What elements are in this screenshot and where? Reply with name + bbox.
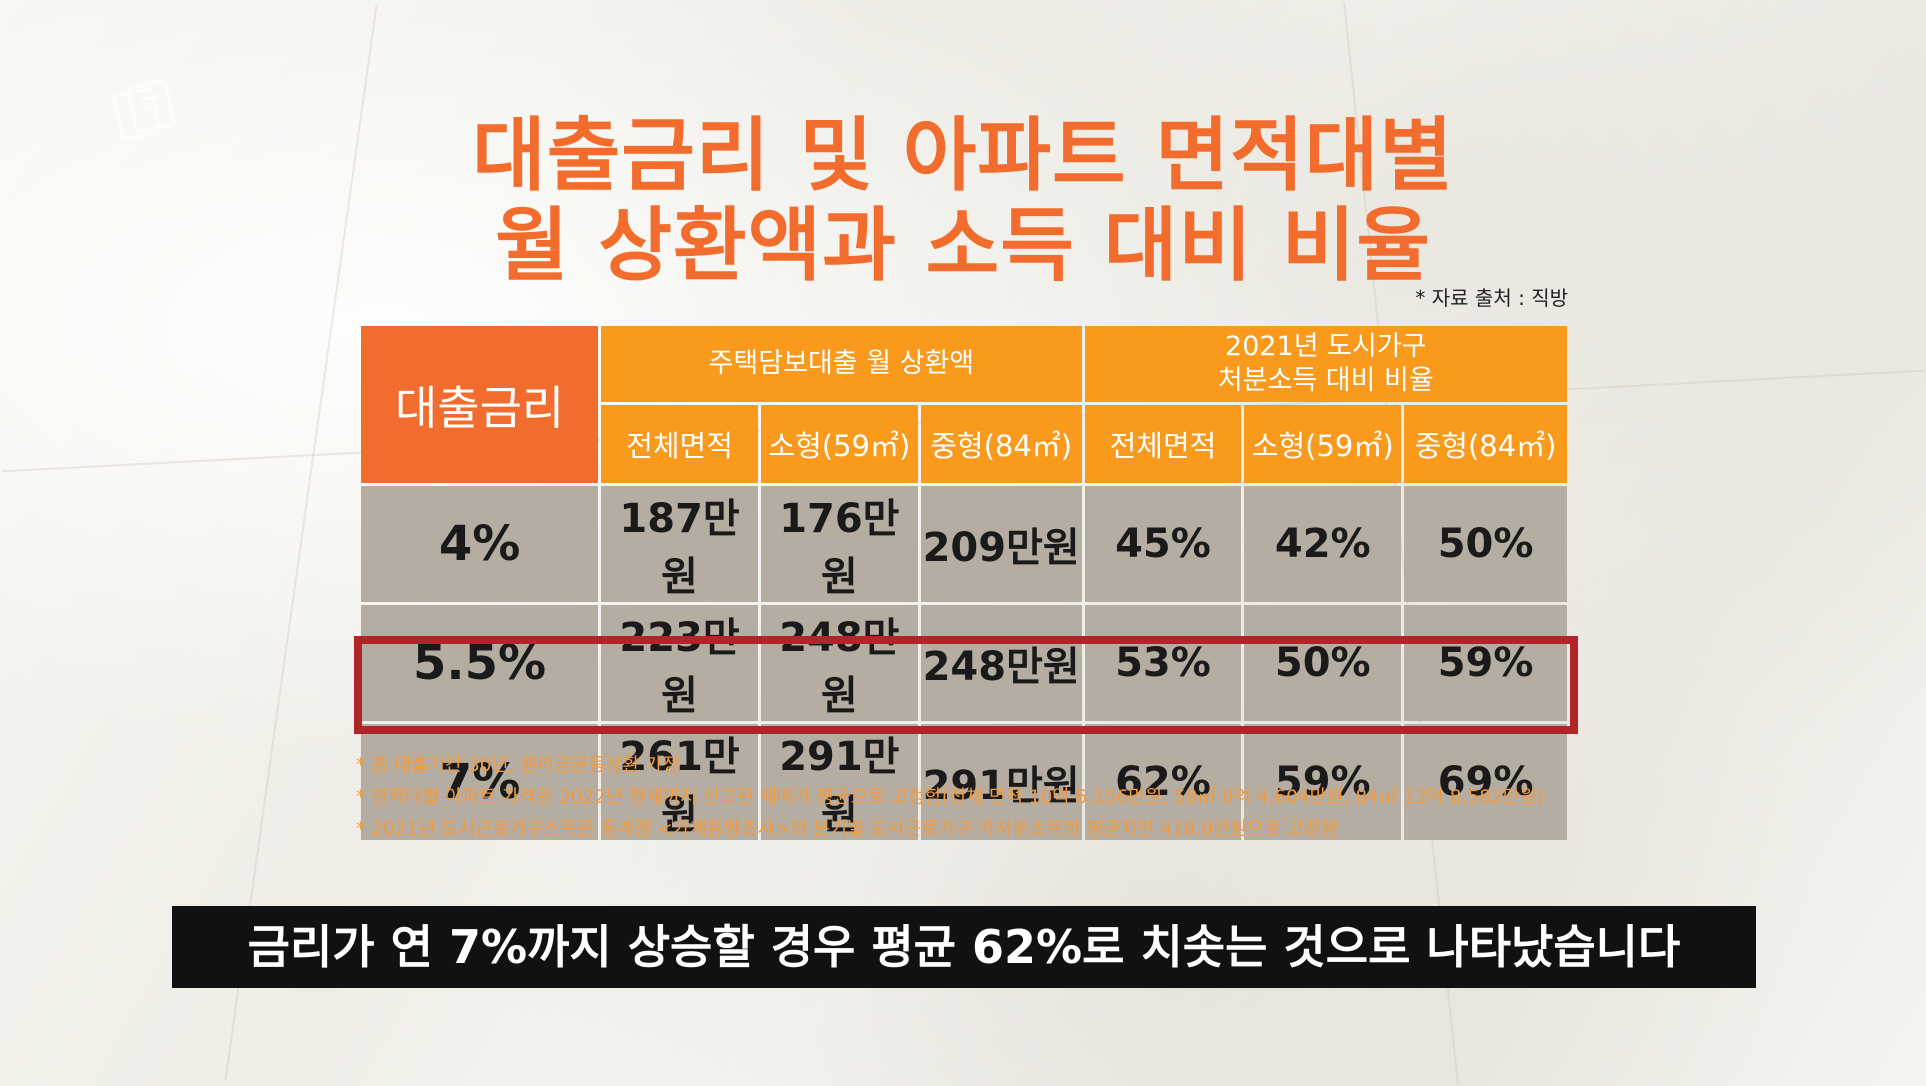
footnote: * 면적대별 아파트 가격은 2022년 현재까지 신고된 매매가 평균으로 고… bbox=[356, 787, 1545, 808]
sub-header-small-ratio: 소형(59㎡) bbox=[1244, 405, 1402, 483]
table-cell: 291만원 bbox=[760, 724, 918, 840]
footnote: * 총 대출기간 30년, 원리금균등상환 가정 bbox=[356, 755, 680, 776]
page-title-line-1: 대출금리 및 아파트 면적대별 bbox=[472, 109, 1454, 202]
table-cell: 69% bbox=[1404, 724, 1567, 840]
income-ratio-header-line-1: 2021년 도시가구 bbox=[1225, 331, 1427, 362]
table-row: 4% 187만원 176만원 209만원 45% 42% 50% bbox=[361, 486, 1567, 602]
sub-header-total-area: 전체면적 bbox=[601, 405, 758, 483]
income-ratio-header: 2021년 도시가구 처분소득 대비 비율 bbox=[1084, 326, 1567, 402]
table-cell: 261만원 bbox=[601, 724, 758, 840]
rate-cell: 7% bbox=[361, 724, 599, 840]
highlight-box bbox=[354, 636, 1578, 734]
table-cell: 50% bbox=[1244, 605, 1402, 721]
source-note: * 자료 출처 : 직방 bbox=[1415, 286, 1568, 310]
table-cell: 53% bbox=[1084, 605, 1242, 721]
page-title-line-2: 월 상환액과 소득 대비 비율 bbox=[494, 199, 1431, 292]
footnotes: * 총 대출기간 30년, 원리금균등상환 가정 * 면적대별 아파트 가격은 … bbox=[356, 750, 1656, 846]
table-cell: 248만원 bbox=[920, 605, 1082, 721]
rate-cell: 5.5% bbox=[361, 605, 599, 721]
table-cell: 209만원 bbox=[920, 486, 1082, 602]
footnote: * 2021년 도시근로가구소득은 통계청 <가계동향조사>의 분기별 도시근로… bbox=[356, 819, 1339, 840]
table-cell: 45% bbox=[1084, 486, 1242, 602]
table-cell: 187만원 bbox=[601, 486, 758, 602]
table-cell: 176만원 bbox=[760, 486, 918, 602]
rate-cell: 4% bbox=[361, 486, 599, 602]
sub-header-medium-ratio: 중형(84㎡) bbox=[1404, 405, 1567, 483]
table-cell: 291만원 bbox=[920, 724, 1082, 840]
monthly-repayment-header: 주택담보대출 월 상환액 bbox=[601, 326, 1082, 402]
sub-header-medium: 중형(84㎡) bbox=[920, 405, 1082, 483]
table-cell: 50% bbox=[1404, 486, 1567, 602]
video-subtitle: 금리가 연 7%까지 상승할 경우 평균 62%로 치솟는 것으로 나타났습니다 bbox=[172, 906, 1756, 988]
table-cell: 42% bbox=[1244, 486, 1402, 602]
table-cell: 248만원 bbox=[760, 605, 918, 721]
income-ratio-header-line-2: 처분소득 대비 비율 bbox=[1217, 365, 1434, 396]
rate-header: 대출금리 bbox=[361, 326, 599, 483]
document-stack-icon bbox=[112, 79, 176, 141]
sub-header-small: 소형(59㎡) bbox=[760, 405, 918, 483]
table-cell: 59% bbox=[1244, 724, 1402, 840]
table-row-highlighted: 7% 261만원 291만원 291만원 62% 59% 69% bbox=[361, 724, 1567, 840]
sub-header-total-area-ratio: 전체면적 bbox=[1084, 405, 1242, 483]
table-cell: 62% bbox=[1084, 724, 1242, 840]
table-cell: 59% bbox=[1404, 605, 1567, 721]
